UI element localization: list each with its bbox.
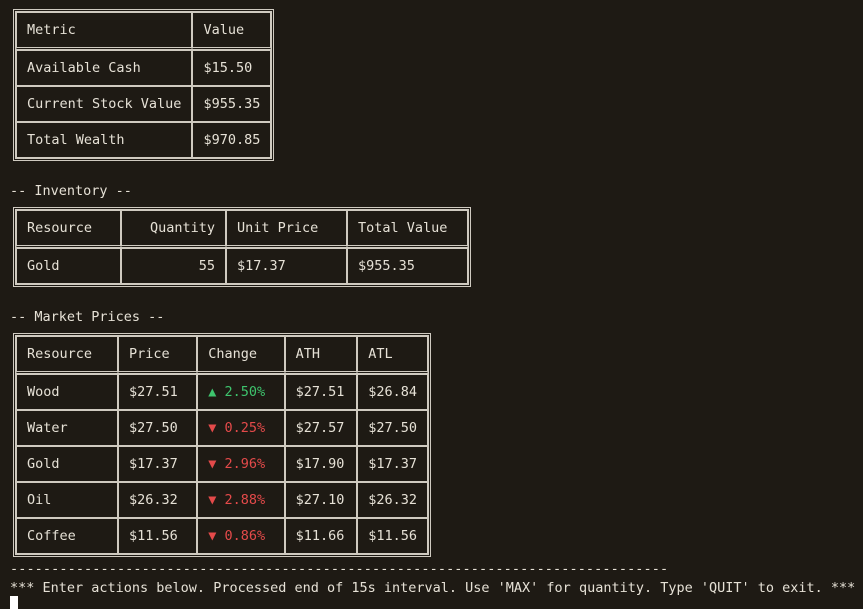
market-ath-cell: $27.57	[284, 410, 358, 446]
terminal-cursor[interactable]	[10, 596, 18, 609]
market-atl-cell: $17.37	[357, 446, 428, 482]
market-atl-cell: $26.84	[357, 374, 428, 410]
market-price-cell: $26.32	[117, 482, 198, 518]
market-change-cell: ▼ 0.25%	[197, 410, 285, 446]
market-atl-cell: $11.56	[357, 518, 428, 554]
divider-line: ----------------------------------------…	[10, 561, 669, 577]
instructions-text: *** Enter actions below. Processed end o…	[10, 580, 856, 596]
market-price-cell: $17.37	[117, 446, 198, 482]
inventory-title: -- Inventory --	[10, 183, 132, 199]
market-atl-cell: $26.32	[357, 482, 428, 518]
market-table: Resource Price Change ATH ATL Wood $27.5…	[13, 333, 431, 557]
market-change-cell: ▼ 2.88%	[197, 482, 285, 518]
inventory-unit-price-cell: $17.37	[226, 248, 347, 284]
market-title: -- Market Prices --	[10, 309, 165, 325]
inventory-header-quantity: Quantity	[121, 210, 226, 248]
market-header-resource: Resource	[16, 336, 118, 374]
inventory-header-resource: Resource	[16, 210, 121, 248]
market-resource-cell: Wood	[16, 374, 118, 410]
market-change-cell: ▲ 2.50%	[197, 374, 285, 410]
market-header-row: Resource Price Change ATH ATL	[16, 336, 428, 374]
inventory-total-value-cell: $955.35	[347, 248, 468, 284]
market-change-cell: ▼ 0.86%	[197, 518, 285, 554]
inventory-table: Resource Quantity Unit Price Total Value…	[13, 207, 471, 287]
market-resource-cell: Gold	[16, 446, 118, 482]
summary-header-metric: Metric	[16, 12, 193, 50]
table-row: Total Wealth $970.85	[16, 122, 272, 158]
market-price-cell: $27.51	[117, 374, 198, 410]
table-row: Current Stock Value $955.35	[16, 86, 272, 122]
inventory-header-unit-price: Unit Price	[226, 210, 347, 248]
table-row: Water $27.50 ▼ 0.25% $27.57 $27.50	[16, 410, 428, 446]
table-row: Gold $17.37 ▼ 2.96% $17.90 $17.37	[16, 446, 428, 482]
market-header-change: Change	[197, 336, 285, 374]
market-atl-cell: $27.50	[357, 410, 428, 446]
summary-value-cell: $970.85	[192, 122, 272, 158]
table-row: Oil $26.32 ▼ 2.88% $27.10 $26.32	[16, 482, 428, 518]
summary-metric-cell: Current Stock Value	[16, 86, 193, 122]
market-resource-cell: Coffee	[16, 518, 118, 554]
market-header-price: Price	[117, 336, 198, 374]
summary-metric-cell: Available Cash	[16, 50, 193, 86]
inventory-header-row: Resource Quantity Unit Price Total Value	[16, 210, 468, 248]
market-header-atl: ATL	[357, 336, 428, 374]
inventory-resource-cell: Gold	[16, 248, 121, 284]
table-row: Gold 55 $17.37 $955.35	[16, 248, 468, 284]
market-ath-cell: $27.10	[284, 482, 358, 518]
table-row: Coffee $11.56 ▼ 0.86% $11.66 $11.56	[16, 518, 428, 554]
summary-header-value: Value	[192, 12, 272, 50]
market-header-ath: ATH	[284, 336, 358, 374]
market-resource-cell: Oil	[16, 482, 118, 518]
summary-value-cell: $15.50	[192, 50, 272, 86]
summary-metric-cell: Total Wealth	[16, 122, 193, 158]
market-ath-cell: $27.51	[284, 374, 358, 410]
market-ath-cell: $17.90	[284, 446, 358, 482]
summary-value-cell: $955.35	[192, 86, 272, 122]
market-ath-cell: $11.66	[284, 518, 358, 554]
market-change-cell: ▼ 2.96%	[197, 446, 285, 482]
table-row: Available Cash $15.50	[16, 50, 272, 86]
summary-table: Metric Value Available Cash $15.50 Curre…	[13, 9, 275, 161]
inventory-header-total-value: Total Value	[347, 210, 468, 248]
market-resource-cell: Water	[16, 410, 118, 446]
market-price-cell: $27.50	[117, 410, 198, 446]
summary-header-row: Metric Value	[16, 12, 272, 50]
inventory-quantity-cell: 55	[121, 248, 226, 284]
market-price-cell: $11.56	[117, 518, 198, 554]
table-row: Wood $27.51 ▲ 2.50% $27.51 $26.84	[16, 374, 428, 410]
